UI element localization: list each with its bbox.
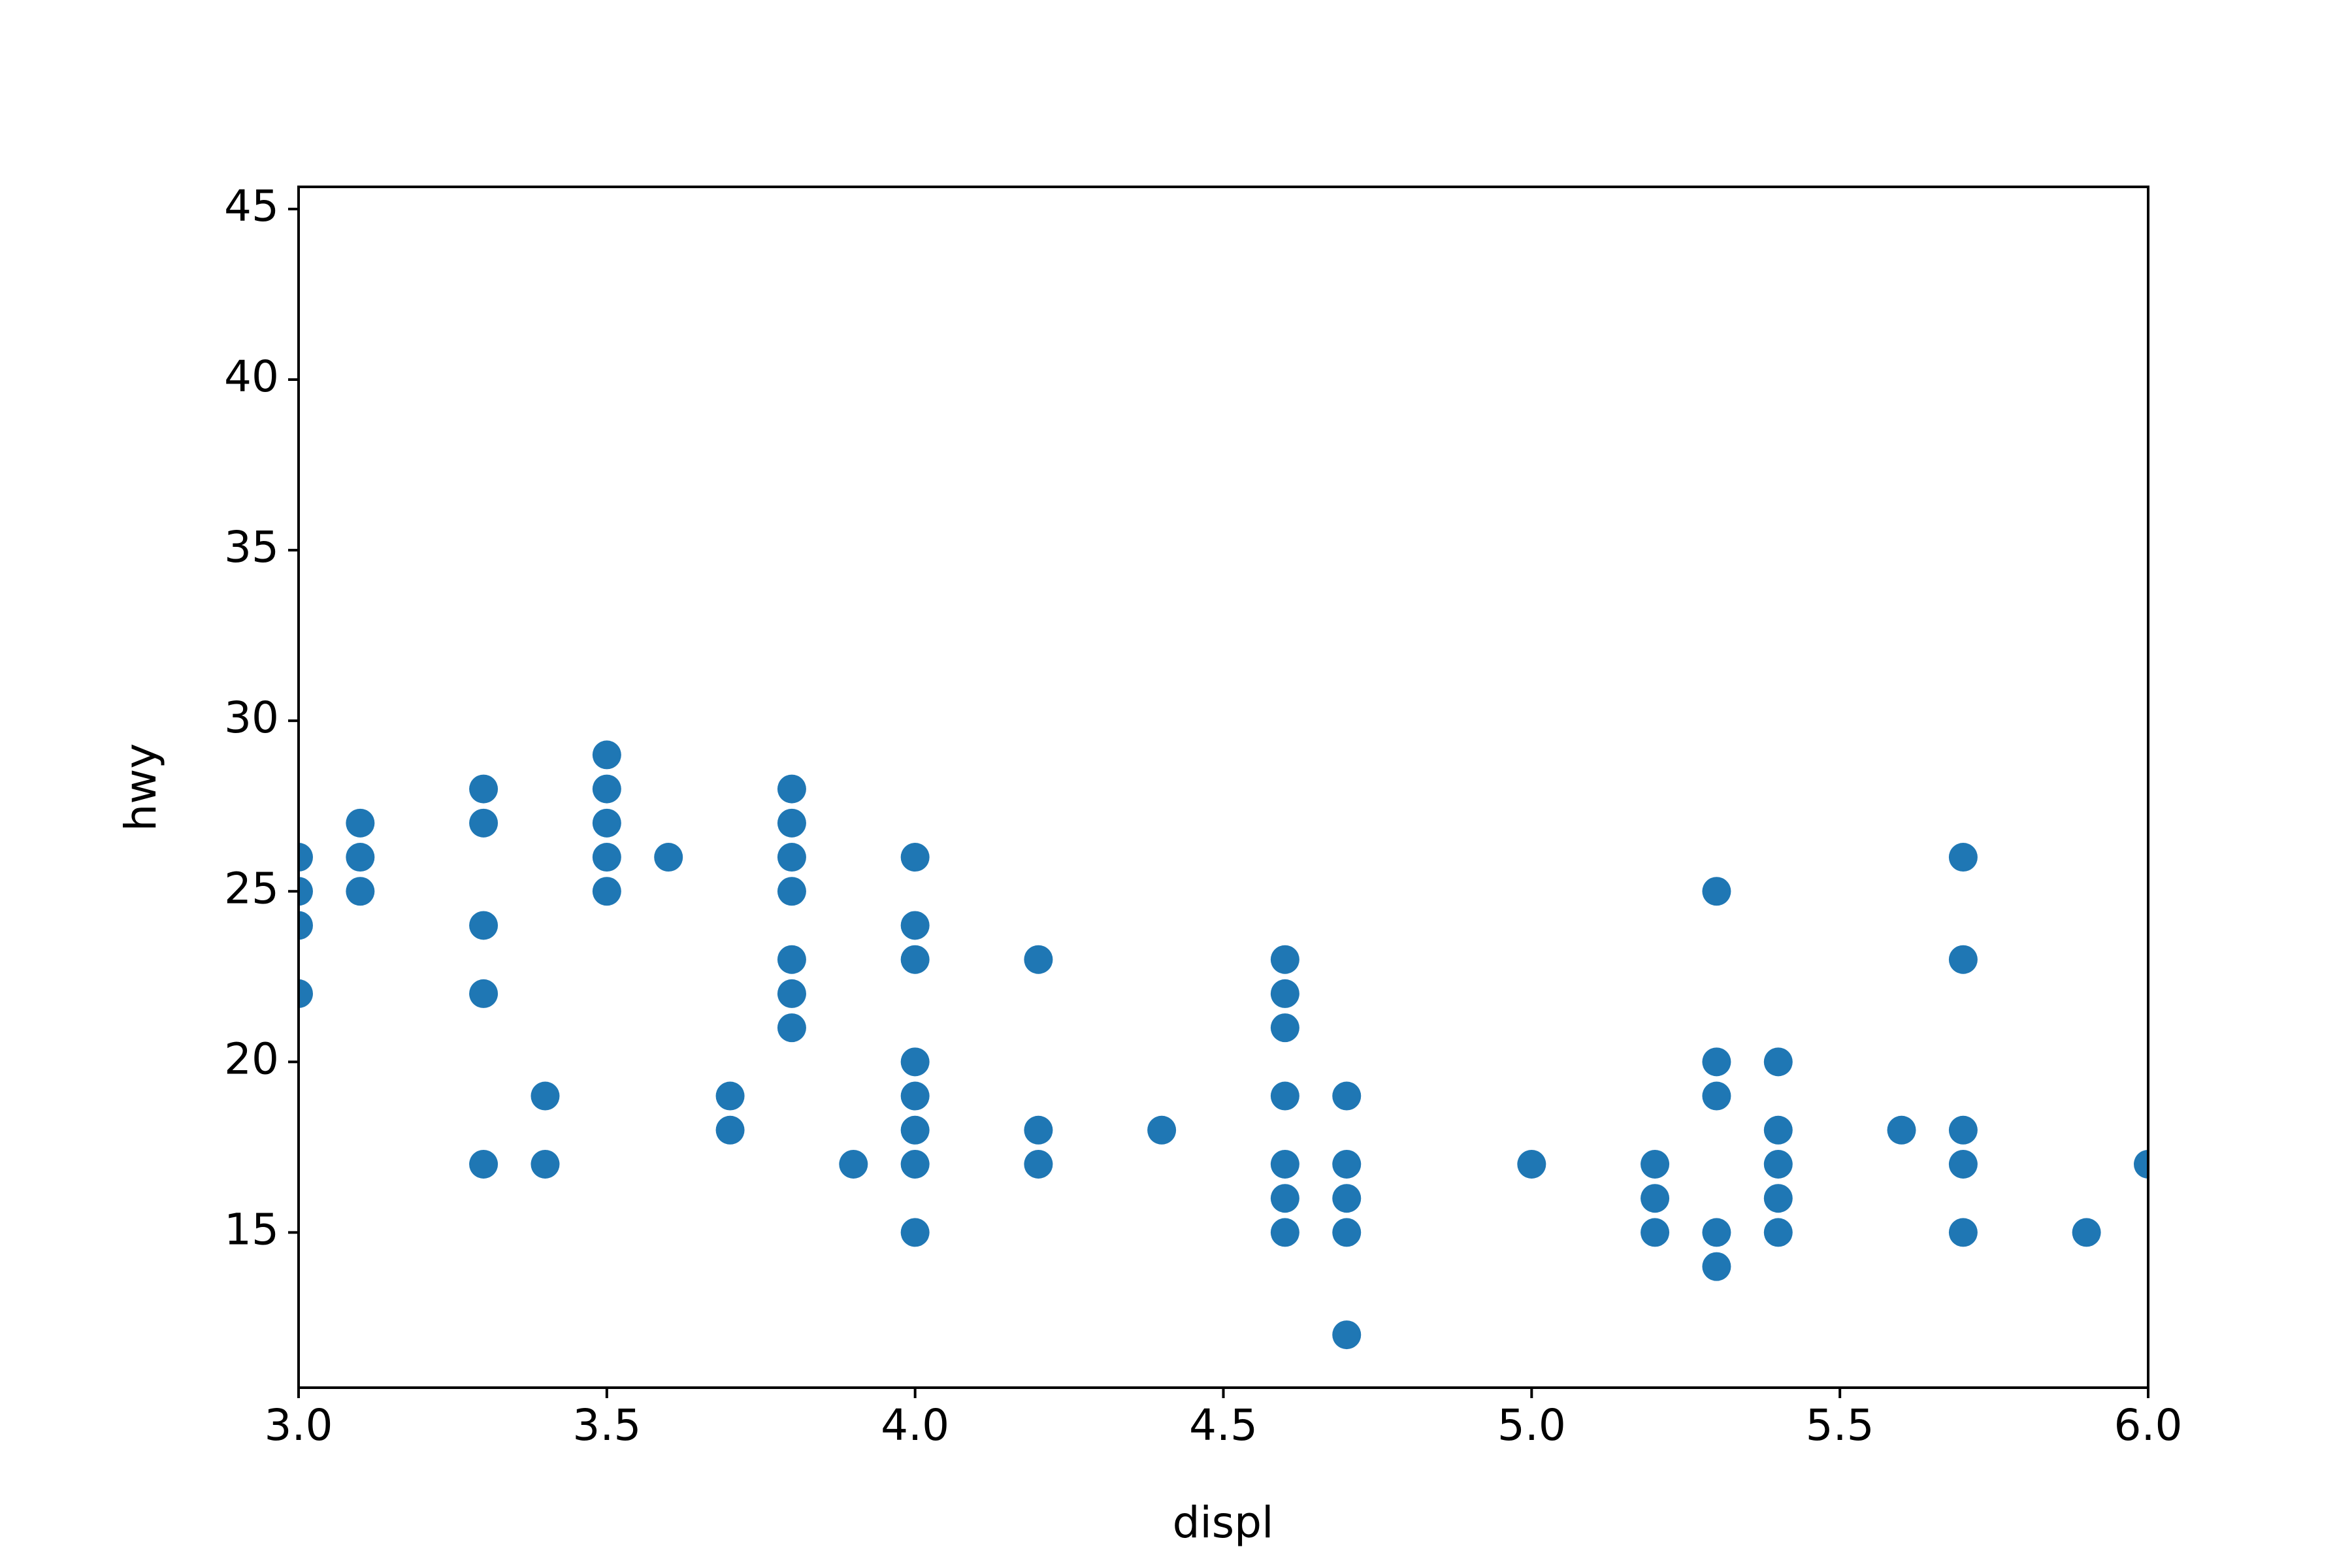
x-tick-label: 6.0: [2114, 1400, 2183, 1450]
point: [469, 979, 498, 1008]
point: [777, 808, 806, 838]
point: [777, 979, 806, 1008]
point: [1702, 1047, 1731, 1077]
point: [1948, 1115, 1978, 1145]
y-axis-label: hwy: [116, 743, 166, 832]
point: [469, 1149, 498, 1179]
point: [777, 1013, 806, 1043]
point: [1270, 945, 1299, 974]
point: [2134, 1149, 2148, 1179]
point: [346, 843, 375, 872]
point: [1332, 1149, 1362, 1179]
point: [900, 1149, 930, 1179]
point: [1702, 877, 1731, 906]
point: [654, 843, 683, 872]
y-tick-label: 20: [224, 1034, 279, 1084]
x-tick-label: 3.5: [572, 1400, 641, 1450]
x-tick-label: 5.5: [1806, 1400, 1874, 1450]
point: [299, 843, 313, 872]
point: [1270, 1149, 1299, 1179]
point: [900, 1115, 930, 1145]
y-tick-label: 25: [224, 863, 279, 913]
y-tick-label: 30: [224, 693, 279, 743]
point: [777, 774, 806, 804]
point: [592, 808, 621, 838]
point: [592, 877, 621, 906]
point: [1641, 1218, 1670, 1247]
y-tick-label: 40: [224, 351, 279, 402]
point: [346, 808, 375, 838]
point: [2072, 1218, 2101, 1247]
plot-area: [299, 740, 2148, 1350]
x-tick-label: 4.5: [1189, 1400, 1258, 1450]
point: [1024, 1149, 1053, 1179]
x-axis-label: displ: [1173, 1497, 1274, 1548]
point: [1517, 1149, 1546, 1179]
x-tick-label: 3.0: [265, 1400, 333, 1450]
point: [839, 1149, 868, 1179]
point: [1763, 1149, 1793, 1179]
point: [1024, 945, 1053, 974]
point: [1763, 1115, 1793, 1145]
point: [1270, 1184, 1299, 1213]
point: [1763, 1184, 1793, 1213]
y-tick-label: 45: [224, 181, 279, 231]
point: [900, 1218, 930, 1247]
point: [715, 1081, 745, 1111]
point: [1702, 1252, 1731, 1281]
point: [469, 774, 498, 804]
point: [469, 911, 498, 940]
point: [1948, 843, 1978, 872]
point: [592, 774, 621, 804]
point: [1147, 1115, 1177, 1145]
point: [299, 877, 313, 906]
point: [1948, 1149, 1978, 1179]
point: [592, 843, 621, 872]
point: [299, 979, 313, 1008]
point: [1270, 1081, 1299, 1111]
point: [1948, 1218, 1978, 1247]
y-tick-label: 35: [224, 522, 279, 572]
point: [900, 1081, 930, 1111]
point: [592, 740, 621, 770]
point: [1024, 1115, 1053, 1145]
point: [1641, 1184, 1670, 1213]
point: [1332, 1184, 1362, 1213]
point: [1270, 1013, 1299, 1043]
point: [531, 1149, 560, 1179]
point: [1763, 1047, 1793, 1077]
point: [531, 1081, 560, 1111]
point: [777, 843, 806, 872]
point: [1763, 1218, 1793, 1247]
point: [900, 911, 930, 940]
point: [1702, 1218, 1731, 1247]
point: [777, 945, 806, 974]
point: [900, 1047, 930, 1077]
point: [900, 843, 930, 872]
point: [1270, 1218, 1299, 1247]
x-tick-label: 4.0: [881, 1400, 949, 1450]
point: [1332, 1081, 1362, 1111]
point: [469, 808, 498, 838]
point: [1641, 1149, 1670, 1179]
point: [1332, 1218, 1362, 1247]
point: [346, 877, 375, 906]
point: [1948, 945, 1978, 974]
point: [1270, 979, 1299, 1008]
point: [1887, 1115, 1916, 1145]
point: [715, 1115, 745, 1145]
point: [1702, 1081, 1731, 1111]
point: [299, 911, 313, 940]
y-tick-label: 15: [224, 1204, 279, 1254]
point: [777, 877, 806, 906]
x-tick-label: 5.0: [1497, 1400, 1566, 1450]
point: [1332, 1320, 1362, 1350]
point: [900, 945, 930, 974]
